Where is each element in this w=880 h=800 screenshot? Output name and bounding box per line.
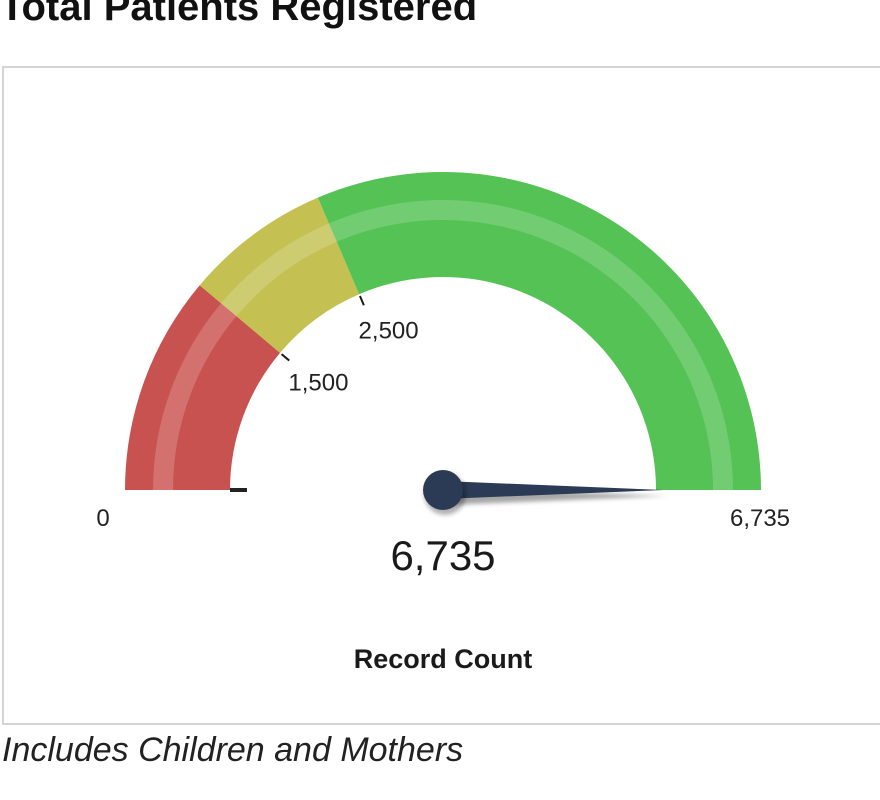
gauge-band-1 [125,285,281,490]
gauge-band-3 [317,172,761,490]
gauge-hub [423,470,463,510]
gauge-record-count-label: Record Count [354,644,533,674]
page-title: Total Patients Registered [0,0,478,29]
gauge-bands [125,172,761,492]
gauge-ticks: 1,500 2,500 [280,295,419,396]
gauge-band-highlight-1 [153,303,237,490]
gauge-value-label: 6,735 [390,532,495,579]
gauge-min-label: 0 [96,505,109,532]
footnote: Includes Children and Mothers [2,731,464,769]
gauge-threshold-tick-1 [280,353,290,362]
gauge-band-2 [199,197,360,353]
gauge-threshold-label-2: 2,500 [359,317,419,344]
gauge-needle [443,481,664,499]
gauge-threshold-tick-2 [359,295,365,306]
gauge-max-label: 6,735 [730,505,790,532]
gauge-needle-group [423,470,667,515]
gauge-band-highlight-2 [221,223,337,317]
gauge-threshold-label-1: 1,500 [288,369,348,396]
gauge-zero-stub [230,488,247,492]
gauge-band-highlight-3 [328,199,733,490]
